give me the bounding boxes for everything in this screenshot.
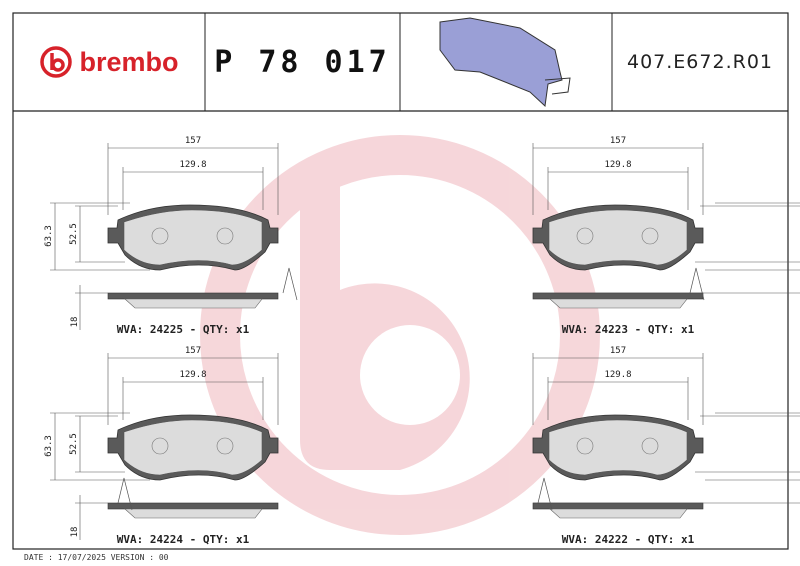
drawing-reference: 407.E672.R01 [627,51,773,73]
brembo-logo-icon [40,46,73,78]
pad-side-friction [549,298,688,309]
pad-piston-mark [151,227,169,245]
pad-side-backplate [532,502,704,510]
dimension-width-total: 157 [610,346,626,356]
footer-date-version: DATE : 17/07/2025 VERSION : 00 [24,553,169,562]
wear-sensor-spring [689,267,705,301]
pad-piston-mark [151,437,169,455]
header-pad-image [439,17,571,108]
pad-piston-mark [216,227,234,245]
dimension-width-inner: 129.8 [179,370,206,380]
pad-piston-mark [641,437,659,455]
wva-qty-label: WVA: 24224 - QTY: x1 [117,533,250,546]
pad-side-backplate [107,292,279,300]
brembo-watermark [200,135,600,535]
wear-sensor-spring [117,477,133,511]
pad-side-friction [124,508,263,519]
pad-side-backplate [107,502,279,510]
dimension-height-inner: 52.5 [69,433,79,455]
dimension-width-inner: 129.8 [179,160,206,170]
brand-logo: brembo [13,13,205,111]
dimension-height-inner: 52.5 [69,223,79,245]
dimension-thickness: 18 [70,527,80,538]
brand-name: brembo [79,46,179,77]
pad-side-friction [549,508,688,519]
wva-qty-label: WVA: 24222 - QTY: x1 [562,533,695,546]
pad-piston-mark [576,437,594,455]
pad-friction-material [123,419,263,476]
part-number: P 78 017 [214,44,391,80]
dimension-width-total: 157 [185,136,201,146]
pad-side-friction [124,298,263,309]
pad-side-backplate [532,292,704,300]
dimension-width-total: 157 [185,346,201,356]
wva-qty-label: WVA: 24223 - QTY: x1 [562,323,695,336]
pad-friction-material [123,209,263,266]
pad-piston-mark [641,227,659,245]
pad-panel: 157 129.8 63.3 52.5 18 WVA: 24224 - QTY: x1 [44,346,279,546]
pad-friction-material [548,209,688,266]
dimension-thickness: 18 [70,317,80,328]
wva-qty-label: WVA: 24225 - QTY: x1 [117,323,250,336]
dimension-width-inner: 129.8 [604,370,631,380]
wear-sensor-spring [537,477,553,511]
pad-piston-mark [576,227,594,245]
pad-panel: 157 129.8 63.3 52.5 18 WVA: 24225 - QTY: x1 [44,136,298,336]
dimension-height-total: 63.3 [44,435,54,457]
dimension-width-total: 157 [610,136,626,146]
dimension-height-total: 63.3 [44,225,54,247]
pad-friction-material [548,419,688,476]
dimension-width-inner: 129.8 [604,160,631,170]
wear-sensor-spring [282,267,298,301]
pad-piston-mark [216,437,234,455]
